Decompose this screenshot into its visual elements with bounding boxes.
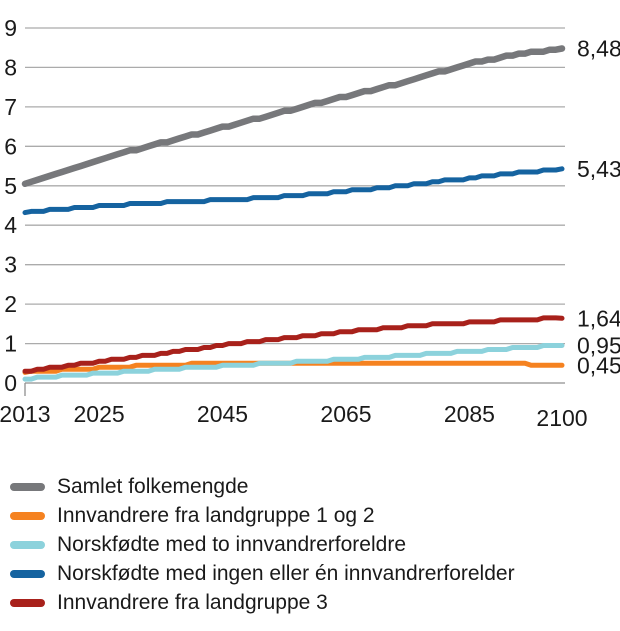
series-end-value-label: 0,45 [577,352,620,378]
y-axis-tick-label: 4 [4,212,17,238]
series-end-value-label: 8,48 [577,36,620,62]
y-axis-tick-label: 2 [4,291,17,317]
series-line-3 [22,343,565,382]
series-line-5 [22,315,565,374]
chart-legend: Samlet folkemengde Innvandrere fra landgr… [0,472,620,617]
legend-item-label: Innvandrere fra landgruppe 1 og 2 [57,504,375,527]
y-axis-tick-label: 7 [4,94,17,120]
legend-item: Samlet folkemengde [10,472,620,501]
legend-swatch-icon [10,482,45,491]
y-axis-tick-label: 8 [4,54,17,80]
series-end-value-label: 0,95 [577,333,620,359]
legend-swatch-icon [10,598,45,607]
x-axis-tick-label: 2085 [444,401,495,427]
population-projection-chart: 0 1 2 3 4 5 6 7 8 9 2013 2025 2045 2065 2085 2100 8,48 0,… [0,15,620,617]
legend-item: Innvandrere fra landgruppe 1 og 2 [10,501,620,530]
legend-item-label: Innvandrere fra landgruppe 3 [57,591,328,614]
y-axis-tick-label: 0 [4,370,17,396]
legend-item: Norskfødte med to innvandrerforeldre [10,530,620,559]
x-axis-tick-label: 2045 [197,401,248,427]
y-axis-tick-label: 3 [4,252,17,278]
x-axis-tick-label: 2025 [74,401,125,427]
y-axis-tick-label: 9 [4,15,17,41]
legend-item-label: Norskfødte med ingen eller én innvandrer… [57,562,515,585]
series-line-4 [22,166,565,216]
legend-swatch-icon [10,569,45,578]
x-axis-tick-label: 2065 [320,401,371,427]
y-axis-tick-label: 5 [4,173,17,199]
series-end-value-label: 1,64 [577,305,620,331]
legend-swatch-icon [10,511,45,520]
legend-item: Innvandrere fra landgruppe 3 [10,588,620,617]
legend-item-label: Norskfødte med to innvandrerforeldre [57,533,406,556]
x-axis-tick-label: 2013 [0,401,51,427]
series-line-1 [21,45,566,188]
legend-item-label: Samlet folkemengde [57,475,249,498]
legend-item: Norskfødte med ingen eller én innvandrer… [10,559,620,588]
y-axis-tick-label: 1 [4,331,17,357]
y-axis-tick-label: 6 [4,133,17,159]
legend-swatch-icon [10,540,45,549]
x-axis-tick-label: 2100 [536,405,587,431]
chart-plot-area: 0 1 2 3 4 5 6 7 8 9 2013 2025 2045 2065 2085 2100 8,48 0,… [0,15,620,431]
series-end-value-label: 5,43 [577,156,620,182]
